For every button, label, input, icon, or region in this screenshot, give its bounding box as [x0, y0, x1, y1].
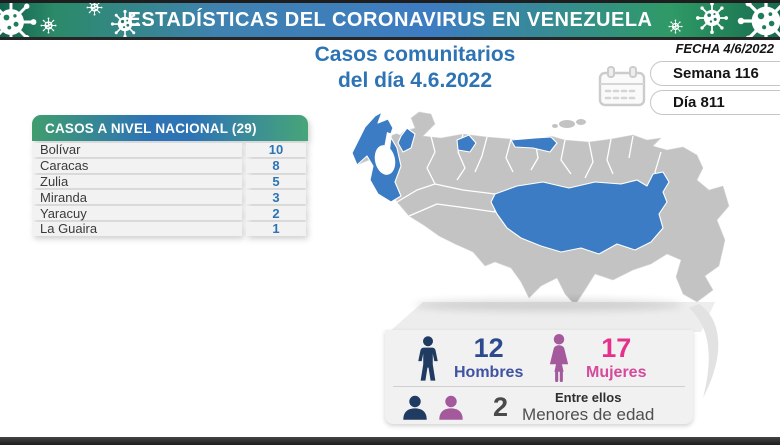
map-islands — [552, 119, 586, 128]
girl-bust-icon — [439, 395, 463, 420]
map-state-bolivar — [490, 171, 670, 255]
date-label: FECHA 4/6/2022 — [675, 41, 774, 56]
page-title-line1: Casos comunitarios — [314, 43, 516, 66]
state-cases: 3 — [246, 190, 306, 205]
virus-icon — [668, 19, 683, 34]
man-icon — [418, 335, 438, 381]
state-name: Zulia — [32, 174, 242, 189]
virus-icon — [695, 3, 729, 35]
virus-icon — [736, 3, 780, 37]
page-title-line2: del día 4.6.2022 — [337, 69, 493, 92]
table-row: La Guaira 1 — [32, 221, 308, 236]
men-label: Hombres — [454, 364, 524, 381]
state-cases: 2 — [246, 206, 306, 221]
map-state-zulia-east — [397, 127, 416, 153]
table-row: Bolívar 10 — [32, 142, 308, 157]
calendar-icon — [598, 66, 646, 107]
men-count: 12 — [473, 333, 504, 363]
table-header: CASOS A NIVEL NACIONAL (29) — [32, 115, 308, 141]
venezuela-map — [351, 111, 730, 306]
state-cases: 10 — [246, 142, 306, 157]
bottom-border-strip — [0, 437, 780, 445]
state-cases: 1 — [246, 221, 306, 236]
national-cases-table: CASOS A NIVEL NACIONAL (29) Bolívar 10 C… — [32, 115, 308, 236]
table-row: Yaracuy 2 — [32, 206, 308, 221]
men-stat: 12 Hombres — [415, 335, 523, 382]
state-name: Caracas — [32, 158, 242, 173]
minors-label-line2: Menores de edad — [522, 405, 655, 424]
minors-label-line1: Entre ellos — [554, 390, 622, 405]
top-border-strip — [0, 0, 780, 3]
banner: ESTADÍSTICAS DEL CORONAVIRUS EN VENEZUEL… — [0, 3, 780, 40]
women-count: 17 — [601, 332, 632, 363]
week-badge: Semana 116 — [650, 61, 780, 86]
minors-stat: 2 Entre ellos Menores de edad — [401, 390, 654, 425]
virus-icon — [86, 3, 103, 16]
state-name: Yaracuy — [32, 206, 242, 221]
state-cases: 8 — [246, 158, 306, 173]
panel-divider — [393, 386, 685, 387]
banner-title: ESTADÍSTICAS DEL CORONAVIRUS EN VENEZUEL… — [127, 8, 653, 31]
map-state-yaracuy — [456, 134, 477, 153]
demographics-panel: 12 Hombres 17 Mujeres — [385, 330, 693, 424]
day-badge: Día 811 — [650, 90, 780, 115]
stats-platform — [389, 299, 719, 398]
state-cases: 5 — [246, 174, 306, 189]
women-stat: 17 Mujeres — [545, 334, 646, 382]
map-state-caracas-laguaira-miranda — [510, 136, 558, 153]
woman-icon — [549, 334, 569, 382]
map-lake-strait — [384, 132, 392, 150]
women-label: Mujeres — [586, 363, 647, 381]
table-row: Caracas 8 — [32, 158, 308, 173]
table-row: Miranda 3 — [32, 190, 308, 205]
boy-bust-icon — [403, 395, 427, 420]
state-name: La Guaira — [32, 221, 242, 236]
state-name: Bolívar — [32, 142, 242, 157]
table-row: Zulia 5 — [32, 174, 308, 189]
state-name: Miranda — [32, 190, 242, 205]
virus-icon — [0, 3, 38, 37]
minors-count: 2 — [493, 392, 509, 422]
page-title: Casos comunitarios del día 4.6.2022 — [250, 42, 580, 94]
virus-icon — [40, 17, 57, 34]
virus-icon — [110, 9, 140, 37]
map-lake-maracaibo — [374, 145, 396, 175]
map-gulf — [389, 115, 409, 135]
